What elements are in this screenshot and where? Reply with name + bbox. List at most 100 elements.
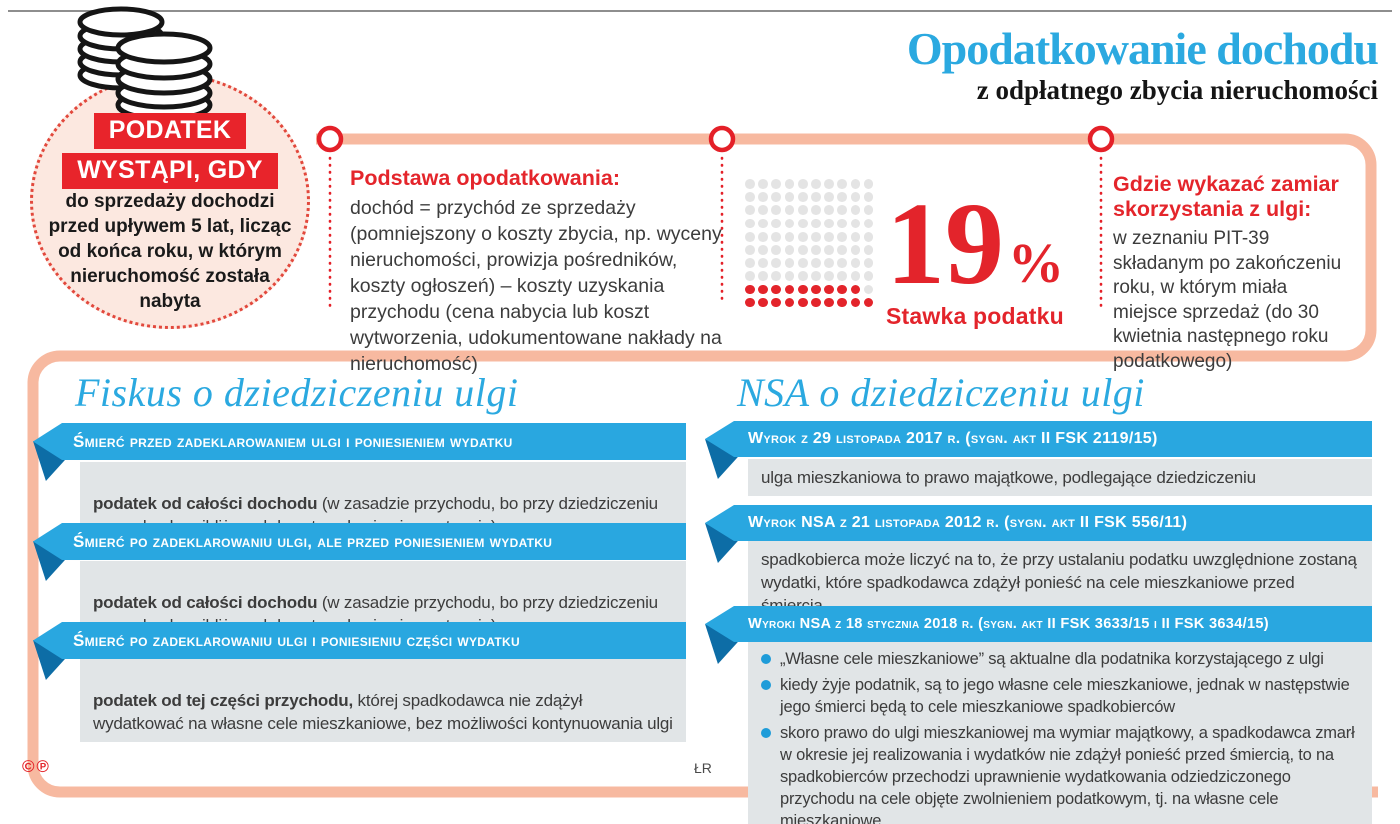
rate-dot <box>824 297 834 308</box>
rate-dot <box>850 231 861 242</box>
nsa-info-1: ulga mieszkaniowa to prawo majątkowe, po… <box>748 459 1372 496</box>
list-item: „Własne cele mieszkaniowe” są aktualne d… <box>761 648 1359 670</box>
rate-dot <box>784 218 795 229</box>
rate-dot <box>758 192 768 202</box>
rate-dot <box>810 179 821 189</box>
rate-dot <box>797 192 808 202</box>
timeline-node <box>316 125 344 153</box>
rate-dot <box>797 244 808 255</box>
rate-dot <box>771 179 782 189</box>
rate-dot <box>745 244 755 255</box>
rate-dot <box>784 258 795 268</box>
nsa-banner-1: Wyrok z 29 listopada 2017 r. (sygn. akt … <box>705 421 1372 457</box>
tax-base-text: dochód = przychód ze sprzedaży (pomniejs… <box>350 197 722 375</box>
rate-dot <box>810 218 821 229</box>
rate-dot <box>850 297 861 308</box>
banner-label: Wyrok z 29 listopada 2017 r. (sygn. akt … <box>748 430 1158 447</box>
section-title-nsa: NSA o dziedziczeniu ulgi <box>737 370 1145 415</box>
rate-dot <box>797 271 808 282</box>
rate-dot <box>837 297 848 308</box>
rate-dot <box>771 205 782 216</box>
rate-dot <box>850 179 861 189</box>
rate-dot <box>797 258 808 268</box>
copyright-marks: ©℗ <box>22 757 52 776</box>
rate-dot <box>758 218 768 229</box>
bullet-text: skoro prawo do ulgi mieszkaniowej ma wym… <box>780 724 1355 824</box>
rate-dot <box>837 192 848 202</box>
rate-dot <box>824 179 834 189</box>
rate-dot <box>758 231 768 242</box>
list-item: kiedy żyje podatnik, są to jego własne c… <box>761 674 1359 718</box>
rate-dot <box>837 179 848 189</box>
rate-dot <box>824 218 834 229</box>
rate-dot <box>758 297 768 308</box>
rate-dot <box>745 218 755 229</box>
rate-dot <box>824 231 834 242</box>
rate-dot <box>863 244 874 255</box>
podatek-label: PODATEK <box>93 113 247 149</box>
rate-dot <box>824 271 834 282</box>
rate-dot <box>837 205 848 216</box>
rate-dot <box>863 258 874 268</box>
rate-dot <box>745 271 755 282</box>
nsa-info-3: „Własne cele mieszkaniowe” są aktualne d… <box>748 641 1372 824</box>
info-text: której spadkodawca nie zdążył wydatkować… <box>93 691 673 733</box>
rate-dot <box>784 231 795 242</box>
rate-dot <box>837 258 848 268</box>
bullet-icon <box>761 728 771 738</box>
list-item: skoro prawo do ulgi mieszkaniowej ma wym… <box>761 722 1359 824</box>
rate-dot <box>824 284 834 295</box>
declare-block: Gdzie wykazać zamiar skorzystania z ulgi… <box>1113 172 1351 374</box>
declare-text: w zeznaniu PIT-39 składanym po zakończen… <box>1113 228 1342 372</box>
rate-dot <box>863 192 874 202</box>
rate-dot <box>771 218 782 229</box>
banner-label: Wyroki NSA z 18 stycznia 2018 r. (sygn. … <box>748 616 1269 632</box>
rate-dot <box>784 271 795 282</box>
rate-dot <box>863 179 874 189</box>
rate-dot <box>824 258 834 268</box>
timeline-node <box>1087 125 1115 153</box>
rate-dot <box>784 179 795 189</box>
fiskus-banner-2: Śmierć po zadeklarowaniu ulgi, ale przed… <box>33 523 686 560</box>
tax-rate-label: Stawka podatku <box>886 302 1064 329</box>
rate-dot <box>850 192 861 202</box>
rate-dot <box>797 205 808 216</box>
rate-dot <box>745 297 755 308</box>
rate-dot <box>758 258 768 268</box>
author-initials: ŁR <box>694 760 712 776</box>
tax-trigger-text: do sprzedaży dochodzi przed upływem 5 la… <box>48 191 292 312</box>
percent-sign: % <box>1008 233 1064 296</box>
info-bold-text: podatek od tej części przychodu, <box>93 691 353 710</box>
rate-dot <box>810 258 821 268</box>
page-title: Opodatkowanie dochodu <box>906 23 1379 74</box>
rate-dot <box>758 179 768 189</box>
rate-dot <box>758 205 768 216</box>
rate-dot <box>863 297 874 308</box>
rate-dot <box>850 284 861 295</box>
rate-dot <box>797 284 808 295</box>
rate-dot <box>771 258 782 268</box>
nsa-banner-3: Wyroki NSA z 18 stycznia 2018 r. (sygn. … <box>705 606 1372 642</box>
rate-dot <box>745 284 755 295</box>
rate-dot <box>797 297 808 308</box>
bullet-icon <box>761 680 771 690</box>
bullet-text: „Własne cele mieszkaniowe” są aktualne d… <box>780 650 1324 668</box>
rate-dot <box>863 284 874 295</box>
rate-dot <box>837 218 848 229</box>
rate-dot <box>824 244 834 255</box>
rate-dot <box>810 297 821 308</box>
rate-dot <box>758 271 768 282</box>
nsa-banner-2: Wyrok NSA z 21 listopada 2012 r. (sygn. … <box>705 505 1372 541</box>
rate-dot <box>850 258 861 268</box>
banner-label: Śmierć po zadeklarowaniu ulgi, ale przed… <box>73 531 553 551</box>
coins-icon <box>77 6 213 114</box>
header: Opodatkowanie dochodu z odpłatnego zbyci… <box>906 23 1379 106</box>
rate-dot <box>771 284 782 295</box>
tax-trigger-labels: PODATEK WYSTĄPI, GDY <box>30 113 310 189</box>
rate-dot <box>824 205 834 216</box>
banner-label: Wyrok NSA z 21 listopada 2012 r. (sygn. … <box>748 514 1188 531</box>
fiskus-banner-3: Śmierć po zadeklarowaniu ulgi i poniesie… <box>33 622 686 659</box>
fiskus-info-3: podatek od tej części przychodu, której … <box>80 659 686 742</box>
